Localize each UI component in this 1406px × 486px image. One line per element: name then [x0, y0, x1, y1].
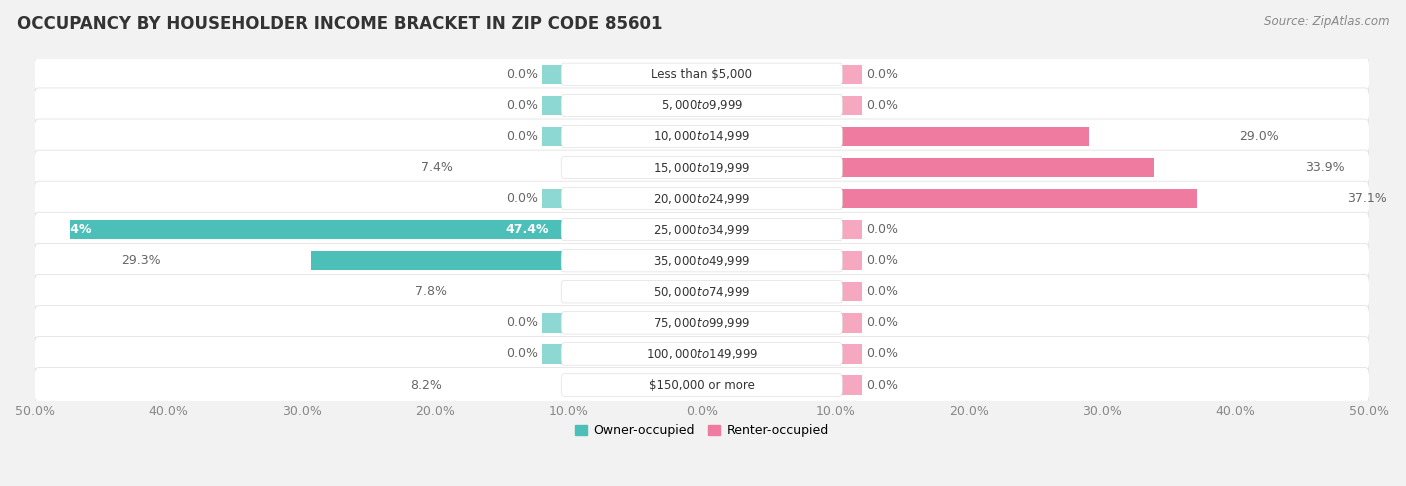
Bar	[541, 96, 562, 115]
Text: $5,000 to $9,999: $5,000 to $9,999	[661, 98, 744, 112]
FancyBboxPatch shape	[561, 343, 842, 365]
Text: 0.0%: 0.0%	[506, 68, 538, 81]
FancyBboxPatch shape	[561, 249, 842, 272]
Text: 0.0%: 0.0%	[866, 223, 898, 236]
Text: 0.0%: 0.0%	[866, 254, 898, 267]
Text: 0.0%: 0.0%	[866, 316, 898, 330]
Text: 47.4%: 47.4%	[48, 223, 91, 236]
FancyBboxPatch shape	[34, 150, 1369, 185]
Text: 0.0%: 0.0%	[506, 130, 538, 143]
Text: 29.0%: 29.0%	[1239, 130, 1279, 143]
Bar	[311, 251, 562, 270]
Bar	[842, 65, 862, 84]
Bar	[541, 65, 562, 84]
FancyBboxPatch shape	[561, 188, 842, 210]
Text: 0.0%: 0.0%	[866, 347, 898, 361]
Text: 37.1%: 37.1%	[1347, 192, 1388, 205]
Text: $50,000 to $74,999: $50,000 to $74,999	[654, 285, 751, 299]
Text: $25,000 to $34,999: $25,000 to $34,999	[654, 223, 751, 237]
FancyBboxPatch shape	[34, 306, 1369, 340]
Text: Source: ZipAtlas.com: Source: ZipAtlas.com	[1264, 15, 1389, 28]
FancyBboxPatch shape	[561, 374, 842, 396]
Bar	[842, 127, 1088, 146]
Bar	[541, 313, 562, 332]
Text: 0.0%: 0.0%	[866, 379, 898, 392]
FancyBboxPatch shape	[34, 367, 1369, 402]
Bar	[541, 189, 562, 208]
Text: 0.0%: 0.0%	[866, 285, 898, 298]
Text: 0.0%: 0.0%	[506, 99, 538, 112]
Bar	[842, 158, 1154, 177]
Text: 8.2%: 8.2%	[411, 379, 441, 392]
Text: 7.8%: 7.8%	[415, 285, 447, 298]
Text: 33.9%: 33.9%	[1305, 161, 1344, 174]
Text: 0.0%: 0.0%	[866, 68, 898, 81]
Bar	[842, 313, 862, 332]
Legend: Owner-occupied, Renter-occupied: Owner-occupied, Renter-occupied	[569, 419, 834, 442]
FancyBboxPatch shape	[34, 181, 1369, 216]
Bar	[842, 375, 862, 395]
FancyBboxPatch shape	[34, 57, 1369, 92]
Text: $150,000 or more: $150,000 or more	[650, 379, 755, 392]
Text: 7.4%: 7.4%	[420, 161, 453, 174]
Text: OCCUPANCY BY HOUSEHOLDER INCOME BRACKET IN ZIP CODE 85601: OCCUPANCY BY HOUSEHOLDER INCOME BRACKET …	[17, 15, 662, 33]
FancyBboxPatch shape	[34, 88, 1369, 123]
FancyBboxPatch shape	[561, 94, 842, 117]
FancyBboxPatch shape	[34, 212, 1369, 247]
Text: 29.3%: 29.3%	[121, 254, 160, 267]
FancyBboxPatch shape	[34, 275, 1369, 309]
FancyBboxPatch shape	[561, 312, 842, 334]
Text: $35,000 to $49,999: $35,000 to $49,999	[654, 254, 751, 268]
Bar	[541, 344, 562, 364]
Text: 0.0%: 0.0%	[506, 192, 538, 205]
Bar	[562, 282, 598, 301]
Bar	[842, 220, 862, 239]
Text: 0.0%: 0.0%	[866, 99, 898, 112]
Bar	[562, 158, 603, 177]
FancyBboxPatch shape	[34, 119, 1369, 154]
FancyBboxPatch shape	[561, 156, 842, 179]
Bar	[842, 251, 862, 270]
Bar	[842, 189, 1197, 208]
Bar	[842, 344, 862, 364]
Bar	[842, 96, 862, 115]
Text: 47.4%: 47.4%	[505, 223, 548, 236]
Text: $100,000 to $149,999: $100,000 to $149,999	[645, 347, 758, 361]
Bar	[562, 375, 592, 395]
Text: Less than $5,000: Less than $5,000	[651, 68, 752, 81]
Text: $10,000 to $14,999: $10,000 to $14,999	[654, 129, 751, 143]
Bar	[842, 282, 862, 301]
FancyBboxPatch shape	[34, 243, 1369, 278]
FancyBboxPatch shape	[561, 63, 842, 86]
Bar	[70, 220, 562, 239]
Text: 0.0%: 0.0%	[506, 347, 538, 361]
FancyBboxPatch shape	[34, 336, 1369, 371]
FancyBboxPatch shape	[561, 280, 842, 303]
Text: $20,000 to $24,999: $20,000 to $24,999	[654, 191, 751, 206]
Text: $75,000 to $99,999: $75,000 to $99,999	[654, 316, 751, 330]
FancyBboxPatch shape	[561, 219, 842, 241]
Bar	[541, 127, 562, 146]
Text: 0.0%: 0.0%	[506, 316, 538, 330]
Text: $15,000 to $19,999: $15,000 to $19,999	[654, 160, 751, 174]
FancyBboxPatch shape	[561, 125, 842, 148]
